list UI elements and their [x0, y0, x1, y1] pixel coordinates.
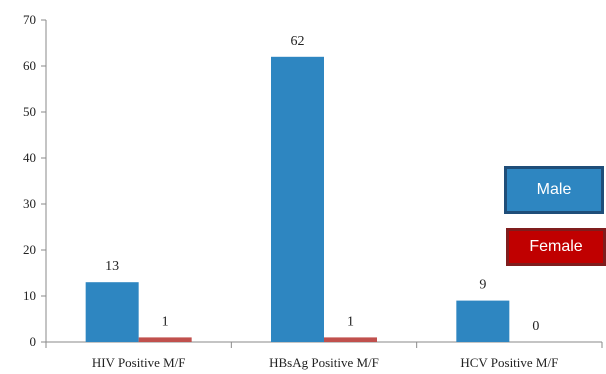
y-tick-label: 10	[23, 288, 36, 303]
data-label: 0	[532, 319, 539, 334]
legend-male-label: Male	[536, 181, 572, 198]
data-labels: 13 1 62 1 9 0	[105, 34, 539, 334]
data-label: 1	[162, 314, 169, 329]
y-tick-label: 50	[23, 104, 36, 119]
x-category-label: HCV Positive M/F	[460, 355, 558, 370]
bar-male	[85, 282, 139, 342]
bar-male	[456, 300, 510, 342]
x-category-label: HBsAg Positive M/F	[269, 355, 379, 370]
data-label: 62	[291, 34, 305, 49]
bars	[85, 56, 510, 343]
legend-female: Female	[506, 228, 606, 266]
y-tick-label: 40	[23, 150, 36, 165]
bar-female	[138, 337, 192, 342]
data-label: 13	[105, 259, 119, 274]
y-tick-label: 30	[23, 196, 36, 211]
x-category-label: HIV Positive M/F	[92, 355, 186, 370]
y-axis: 0 10 20 30 40 50 60 70	[23, 12, 47, 349]
bar-female	[324, 337, 377, 342]
legend-male: Male	[504, 166, 604, 214]
y-tick-label: 0	[30, 334, 37, 349]
data-label: 1	[347, 314, 354, 329]
data-label: 9	[479, 278, 486, 293]
legend-female-label: Female	[529, 238, 583, 255]
y-tick-label: 60	[23, 58, 36, 73]
x-axis: HIV Positive M/F HBsAg Positive M/F HCV Po…	[45, 341, 603, 370]
y-tick-label: 70	[23, 12, 36, 27]
bar-male	[271, 56, 324, 343]
y-tick-label: 20	[23, 242, 36, 257]
